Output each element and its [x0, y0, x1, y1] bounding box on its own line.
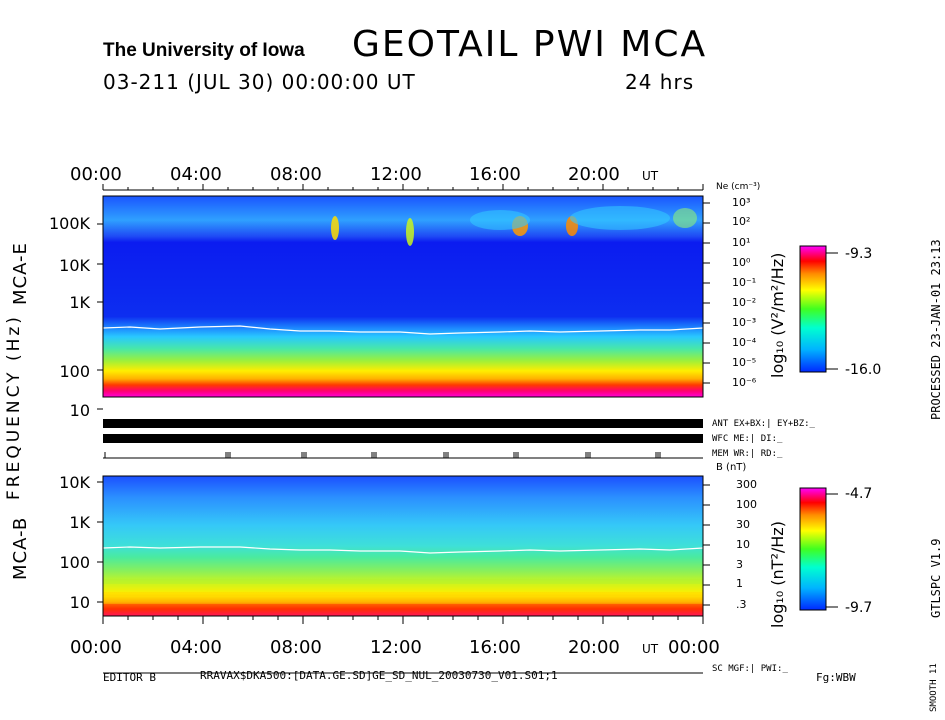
mca-e-spectrogram — [103, 196, 703, 397]
chart-title: GEOTAIL PWI MCA — [352, 24, 708, 65]
date-time: 03-211 (JUL 30) 00:00:00 UT — [103, 70, 416, 94]
colorbar-b-min: -9.7 — [845, 600, 873, 616]
ne-tick: 10¹ — [732, 236, 751, 249]
colorbar-e — [799, 245, 827, 373]
b-tick: 30 — [736, 518, 750, 531]
colorbar-b — [799, 487, 827, 611]
file-path: RRAVAX$DKA500:[DATA.GE.SD]GE_SD_NUL_2003… — [200, 669, 558, 682]
bottom-time-label: 16:00 — [469, 637, 521, 658]
bottom-time-label: 12:00 — [370, 637, 422, 658]
ne-tick: 10² — [732, 215, 751, 228]
mca-e-features — [331, 206, 697, 246]
b-tick: 10 — [736, 538, 750, 551]
editor-label: EDITOR B — [103, 671, 156, 684]
mca-b-white-trace — [102, 546, 704, 554]
ne-tick: 10⁻³ — [732, 316, 757, 329]
ne-tick: 10⁻¹ — [732, 276, 757, 289]
mca-b-ytick: 10 — [69, 593, 90, 612]
mca-e-ytick: 100K — [48, 214, 90, 233]
wfc-status-bar — [103, 434, 703, 443]
b-axis-header: B (nT) — [716, 462, 747, 473]
b-tick: 100 — [736, 498, 757, 511]
ne-tick: 10⁻⁴ — [732, 336, 757, 349]
bottom-time-label: 04:00 — [170, 637, 222, 658]
ne-tick: 10⁻² — [732, 296, 757, 309]
mca-b-spectrogram — [103, 476, 703, 616]
sc-status-label: SC MGF:| PWI:_ — [712, 664, 788, 674]
b-tick: 3 — [736, 558, 743, 571]
bottom-time-axis — [102, 616, 704, 624]
top-time-label: 00:00 — [70, 164, 122, 185]
top-time-label: 20:00 — [568, 164, 620, 185]
b-tick: 1 — [736, 577, 743, 590]
top-time-unit: UT — [642, 169, 659, 183]
fg-label: Fg:WBW — [816, 671, 856, 684]
top-time-label: 16:00 — [469, 164, 521, 185]
top-time-axis — [102, 184, 704, 191]
wfc-status-label: WFC ME:| DI:_ — [712, 434, 783, 444]
university-name: The University of Iowa — [103, 40, 305, 61]
ant-status-label: ANT EX+BX:| EY+BZ:_ — [712, 419, 815, 429]
b-axis-ticks — [703, 484, 710, 606]
mca-e-ytick: 10 — [69, 401, 90, 420]
bottom-time-unit: UT — [642, 642, 659, 656]
mca-b-ytick: 10K — [59, 473, 90, 492]
ne-tick: 10³ — [732, 196, 751, 209]
left-y-ticks — [97, 223, 103, 603]
top-time-label: 08:00 — [270, 164, 322, 185]
colorbar-e-min: -16.0 — [845, 362, 882, 378]
colorbar-b-max: -4.7 — [845, 486, 873, 502]
ne-tick: 10⁰ — [732, 256, 751, 269]
mem-status-label: MEM WR:| RD:_ — [712, 449, 783, 459]
bottom-time-label: 00:00 — [668, 637, 720, 658]
duration: 24 hrs — [625, 70, 695, 94]
ne-axis-header: Ne (cm⁻³) — [716, 182, 761, 192]
bottom-time-label: 08:00 — [270, 637, 322, 658]
ne-axis-ticks — [703, 202, 710, 384]
top-time-label: 04:00 — [170, 164, 222, 185]
mca-e-ytick: 10K — [59, 256, 90, 275]
mca-b-features — [103, 579, 703, 616]
mca-e-ytick: 100 — [59, 362, 90, 381]
ne-tick: 10⁻⁵ — [732, 356, 757, 369]
bottom-time-label: 00:00 — [70, 637, 122, 658]
mca-b-ytick: 100 — [59, 553, 90, 572]
mca-b-ytick: 1K — [69, 513, 90, 532]
colorbar-e-max: -9.3 — [845, 246, 873, 262]
mca-e-white-trace — [102, 325, 704, 335]
ant-status-bar — [103, 419, 703, 428]
ne-tick: 10⁻⁶ — [732, 376, 757, 389]
b-tick: .3 — [736, 598, 747, 611]
mca-e-ytick: 1K — [69, 293, 90, 312]
mem-status-ticks — [104, 452, 661, 458]
top-time-label: 12:00 — [370, 164, 422, 185]
bottom-time-label: 20:00 — [568, 637, 620, 658]
b-tick: 300 — [736, 478, 757, 491]
